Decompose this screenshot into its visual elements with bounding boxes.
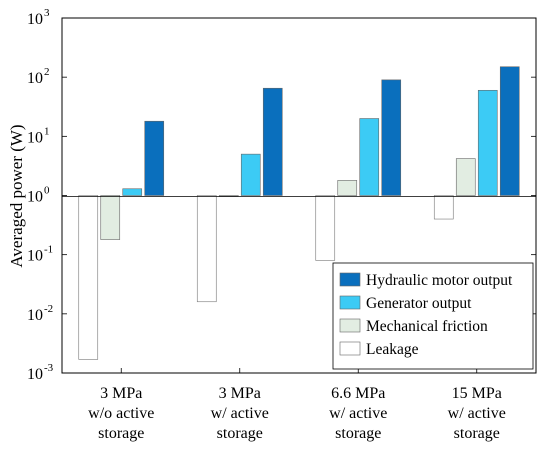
- x-category-label: storage: [335, 425, 381, 442]
- y-tick-base: 10: [27, 366, 43, 383]
- legend-label: Generator output: [366, 295, 472, 312]
- bar-leakage: [315, 195, 336, 261]
- x-category-label: w/o active: [88, 405, 154, 422]
- y-tick-label: 10: [27, 70, 43, 87]
- y-tick-exponent: 2: [44, 66, 50, 78]
- legend-label: Hydraulic motor output: [366, 272, 513, 289]
- y-tick-label: 10: [27, 307, 43, 324]
- legend-swatch: [339, 295, 361, 310]
- y-tick-exponent: -2: [44, 303, 53, 315]
- x-category-label: storage: [454, 425, 500, 442]
- bar-leakage: [433, 195, 454, 220]
- x-category-label: 15 MPa: [452, 385, 502, 402]
- bar-leakage: [78, 195, 99, 360]
- y-tick-base: 10: [27, 70, 43, 87]
- x-category-label: 3 MPa: [219, 385, 261, 402]
- y-tick-base: 10: [27, 189, 43, 206]
- bar-hydraulic-motor-output: [144, 120, 165, 196]
- legend-label: Mechanical friction: [366, 318, 488, 335]
- x-category-label: 6.6 MPa: [331, 385, 385, 402]
- y-tick-base: 10: [27, 248, 43, 265]
- bar-mechanical-friction: [337, 180, 358, 196]
- bar-leakage: [196, 195, 217, 303]
- legend-swatch: [339, 341, 361, 356]
- x-category-label: 3 MPa: [100, 385, 142, 402]
- bar-generator-output: [240, 153, 261, 196]
- bar-generator-output: [359, 118, 380, 196]
- legend-box: [332, 262, 534, 370]
- bar-mechanical-friction: [100, 195, 121, 240]
- bar-mechanical-friction: [455, 158, 476, 196]
- legend-swatch: [339, 318, 361, 333]
- x-category-label: w/ active: [448, 405, 506, 422]
- y-tick-exponent: 0: [44, 185, 50, 197]
- bar-hydraulic-motor-output: [262, 87, 283, 196]
- y-axis-label: Averaged power (W): [7, 124, 26, 267]
- y-tick-base: 10: [27, 307, 43, 324]
- x-category-label: storage: [217, 425, 263, 442]
- y-tick-exponent: 3: [44, 7, 50, 19]
- bar-generator-output: [477, 89, 498, 196]
- y-tick-base: 10: [27, 11, 43, 28]
- legend-label: Leakage: [366, 341, 419, 358]
- y-tick-label: 10: [27, 11, 43, 28]
- y-tick-label: 10: [27, 248, 43, 265]
- bar-generator-output: [122, 188, 143, 196]
- x-axis-categories: 3 MPa w/o active storage 3 MPa w/ active stor…: [88, 368, 506, 442]
- y-tick-base: 10: [27, 129, 43, 146]
- y-tick-label: 10: [27, 189, 43, 206]
- x-category-label: w/ active: [329, 405, 387, 422]
- legend-swatch: [339, 272, 361, 287]
- y-tick-label: 10: [27, 366, 43, 383]
- x-category-label: storage: [98, 425, 144, 442]
- y-tick-exponent: 1: [44, 125, 50, 137]
- bar-hydraulic-motor-output: [499, 66, 520, 196]
- x-category-label: w/ active: [211, 405, 269, 422]
- bar-hydraulic-motor-output: [381, 79, 402, 196]
- y-tick-exponent: -3: [44, 362, 54, 374]
- legend: Hydraulic motor output Generator output Me…: [332, 262, 534, 370]
- bars-layer: [78, 66, 520, 360]
- y-tick-label: 10: [27, 129, 43, 146]
- y-tick-exponent: -1: [44, 244, 53, 256]
